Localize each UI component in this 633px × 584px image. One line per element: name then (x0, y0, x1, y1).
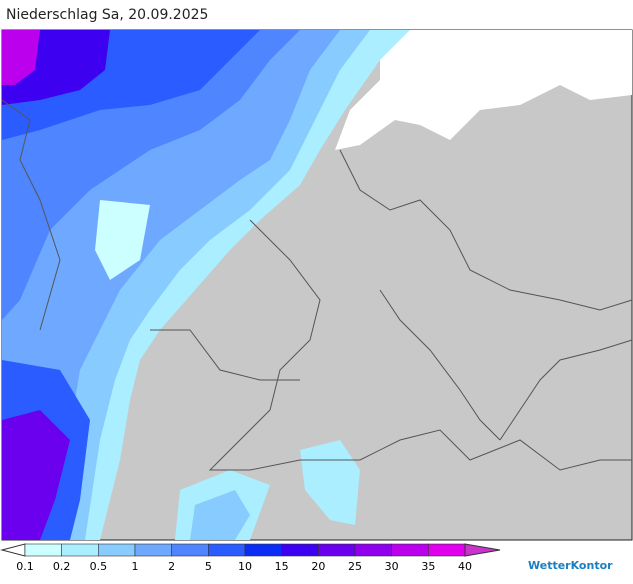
legend-swatch (428, 543, 466, 557)
legend-swatch (318, 543, 356, 557)
logo: WetterKontor (528, 559, 613, 572)
map (1, 29, 633, 541)
legend-swatch (281, 543, 319, 557)
legend: 0.1 0.2 0.5 1 2 5 10 15 20 25 30 35 40 (0, 543, 501, 573)
map-title: Niederschlag Sa, 20.09.2025 (6, 7, 208, 23)
legend-label: 2 (168, 560, 175, 573)
legend-label: 0.1 (16, 560, 34, 573)
legend-label: 20 (311, 560, 325, 573)
legend-swatch (391, 543, 429, 557)
legend-swatch (244, 543, 282, 557)
legend-swatch (61, 543, 99, 557)
legend-arrow-high (464, 543, 501, 557)
legend-swatch (24, 543, 62, 557)
legend-label: 35 (421, 560, 435, 573)
legend-swatch (98, 543, 136, 557)
legend-label: 0.2 (53, 560, 71, 573)
legend-swatch (171, 543, 209, 557)
legend-label: 1 (132, 560, 139, 573)
legend-swatch (208, 543, 246, 557)
legend-label: 15 (275, 560, 289, 573)
legend-label: 10 (238, 560, 252, 573)
legend-label: 30 (385, 560, 399, 573)
legend-label: 5 (205, 560, 212, 573)
legend-label: 40 (458, 560, 472, 573)
legend-swatch (354, 543, 392, 557)
legend-swatch (134, 543, 172, 557)
legend-label: 25 (348, 560, 362, 573)
legend-label: 0.5 (90, 560, 108, 573)
legend-arrow-low (0, 543, 26, 557)
